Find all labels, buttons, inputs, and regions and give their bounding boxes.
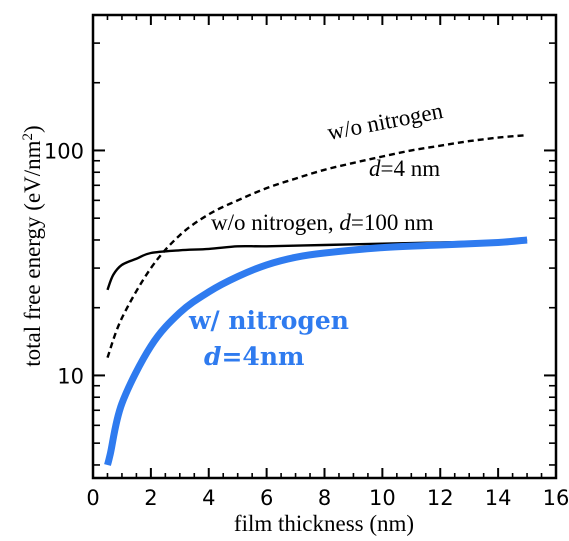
x-tick-label: 2 (144, 486, 157, 510)
annotation-dashed-line1: w/o nitrogen (325, 98, 445, 145)
annotation-blue-line1: w/ nitrogen (188, 306, 349, 335)
annotation-blue-d: d (204, 342, 221, 371)
y-axis-title: total free energy (eV/nm2) (20, 125, 45, 366)
axis-ticks (92, 14, 557, 478)
x-tick-label: 4 (202, 486, 215, 510)
annotation-blue-rest: =4nm (221, 342, 304, 371)
x-tick-label: 6 (260, 486, 273, 510)
x-tick-label: 12 (427, 486, 454, 510)
series-black-line (106, 238, 528, 291)
x-tick-label: 14 (485, 486, 512, 510)
annotation-dashed-rest: =4 nm (381, 156, 441, 181)
series-group (104, 133, 528, 466)
y-tick-label: 10 (57, 364, 84, 388)
tick-labels: 0 2 4 6 8 10 12 14 16 10 100 (44, 139, 569, 510)
annotation-black-d: d (339, 210, 351, 235)
annotation-black-prefix: w/o nitrogen, (211, 210, 339, 235)
x-tick-label: 16 (543, 486, 569, 510)
x-tick-label: 8 (318, 486, 331, 510)
annotation-blue-line2: d=4nm (204, 342, 304, 371)
y-axis-title-close: ) (20, 125, 45, 133)
y-tick-label: 100 (44, 139, 84, 163)
x-tick-label: 10 (369, 486, 396, 510)
annotation-dashed-line2: d=4 nm (369, 156, 440, 181)
series-blue-line (104, 236, 528, 466)
annotation-dashed-d: d (369, 156, 381, 181)
x-tick-label: 0 (86, 486, 99, 510)
annotation-black-line: w/o nitrogen, d=100 nm (211, 210, 434, 235)
y-axis-title-sup: 2 (20, 133, 36, 141)
series-dashed-line (106, 133, 528, 359)
annotation-black-rest: =100 nm (351, 210, 434, 235)
y-axis-title-main: total free energy (eV/nm (20, 140, 45, 366)
x-axis-title: film thickness (nm) (234, 511, 414, 536)
